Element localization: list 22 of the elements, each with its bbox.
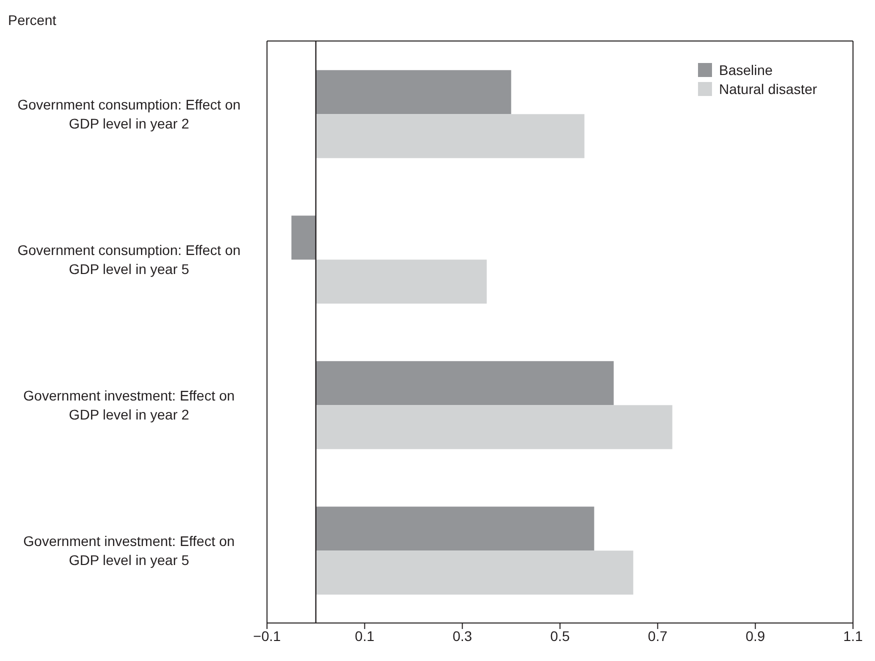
bar <box>316 70 512 114</box>
x-tick-label: 1.1 <box>843 628 863 644</box>
x-tick-label: 0.9 <box>746 628 766 644</box>
x-tick-label: −0.1 <box>253 628 282 644</box>
x-tick-label: 0.5 <box>550 628 570 644</box>
x-tick-label: 0.3 <box>452 628 472 644</box>
legend-label: Natural disaster <box>719 80 818 96</box>
bar <box>316 114 584 158</box>
bar <box>291 216 316 260</box>
bar <box>316 550 634 595</box>
x-tick-label: 0.1 <box>354 628 375 644</box>
y-tick-label: Government investment: Effect on GDP level in year 2 <box>23 387 235 422</box>
bar <box>316 361 614 406</box>
y-tick-label: Government consumption: Effect on GDP level in year 2 <box>17 96 241 132</box>
x-axis-title: Percent <box>8 12 56 28</box>
bar <box>316 260 487 304</box>
y-tick-label: Government consumption: Effect on GDP level in year 5 <box>17 242 241 277</box>
bar <box>316 506 594 551</box>
y-tick-label: Government investment: Effect on GDP level in year 5 <box>23 532 235 568</box>
legend-label: Baseline <box>719 62 773 78</box>
bar <box>316 405 672 450</box>
x-tick-label: 0.7 <box>648 628 668 644</box>
